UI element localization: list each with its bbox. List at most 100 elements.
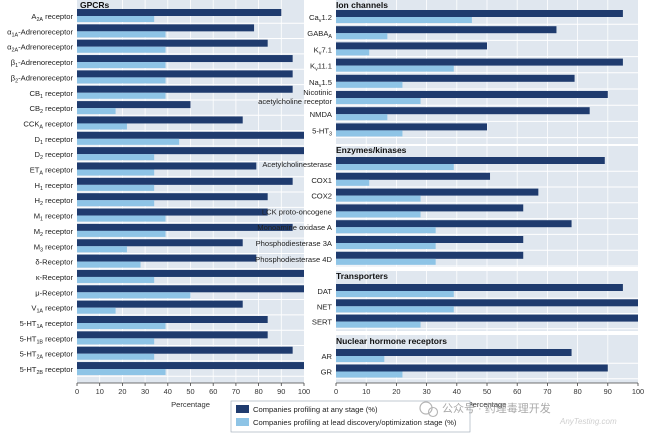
category-label: DAT bbox=[317, 287, 332, 296]
legend-frame bbox=[230, 400, 471, 433]
x-tick-label: 10 bbox=[96, 387, 104, 396]
category-label: Kv11.1 bbox=[310, 62, 332, 73]
category-label: H2 receptor bbox=[35, 196, 74, 207]
bar-lead-stage bbox=[77, 338, 155, 345]
x-tick-label: 60 bbox=[209, 387, 217, 396]
bar-any-stage bbox=[336, 123, 487, 131]
category-label: Acetylcholinesterase bbox=[262, 160, 332, 169]
bar-lead-stage bbox=[336, 371, 403, 378]
bar-any-stage bbox=[336, 172, 491, 180]
category-label: 5-HT1A receptor bbox=[20, 319, 74, 330]
category-label: COX2 bbox=[311, 192, 332, 201]
bar-lead-stage bbox=[77, 246, 127, 253]
legend-label-lead: Companies profiling at lead discovery/op… bbox=[253, 418, 457, 427]
bar-lead-stage bbox=[336, 179, 370, 186]
bar-any-stage bbox=[77, 177, 293, 185]
bar-any-stage bbox=[77, 223, 293, 231]
x-tick-label: 40 bbox=[453, 387, 461, 396]
category-label: CB2 receptor bbox=[29, 104, 73, 115]
category-label: GR bbox=[321, 368, 333, 377]
bar-any-stage bbox=[336, 157, 605, 164]
bar-any-stage bbox=[77, 9, 282, 16]
panel-title: Transporters bbox=[336, 271, 388, 281]
x-tick-label: 80 bbox=[573, 387, 581, 396]
bar-lead-stage bbox=[77, 353, 155, 360]
category-label: H1 receptor bbox=[35, 181, 74, 192]
bar-lead-stage bbox=[336, 321, 421, 328]
category-label: COX1 bbox=[311, 176, 332, 185]
category-label: CCKA receptor bbox=[23, 119, 73, 130]
bar-any-stage bbox=[336, 299, 638, 307]
bar-lead-stage bbox=[336, 306, 454, 313]
bar-any-stage bbox=[336, 236, 524, 243]
bar-lead-stage bbox=[336, 98, 421, 104]
bar-any-stage bbox=[336, 42, 487, 50]
category-label: V1A receptor bbox=[31, 304, 73, 315]
bar-any-stage bbox=[336, 349, 572, 356]
bar-lead-stage bbox=[336, 49, 370, 56]
category-label: δ-Receptor bbox=[35, 258, 73, 267]
category-label: Phosphodiesterase 4D bbox=[255, 255, 332, 264]
category-label: μ-Receptor bbox=[35, 288, 73, 297]
category-label: α2A-Adrenoreceptor bbox=[7, 43, 73, 54]
x-tick-label: 90 bbox=[277, 387, 285, 396]
bar-lead-stage bbox=[336, 227, 436, 234]
bar-lead-stage bbox=[336, 65, 454, 72]
category-label: M1 receptor bbox=[34, 212, 74, 223]
category-label: CB1 receptor bbox=[29, 89, 73, 100]
bar-any-stage bbox=[336, 107, 590, 115]
bar-any-stage bbox=[336, 364, 608, 372]
bar-any-stage bbox=[336, 251, 524, 259]
legend-swatch-any bbox=[236, 405, 249, 413]
bar-any-stage bbox=[77, 208, 268, 216]
x-tick-label: 10 bbox=[362, 387, 370, 396]
bar-any-stage bbox=[77, 269, 304, 277]
bar-any-stage bbox=[336, 26, 557, 34]
bar-lead-stage bbox=[77, 369, 166, 376]
bar-any-stage bbox=[77, 331, 268, 339]
bar-lead-stage bbox=[336, 195, 421, 202]
category-label: LCK proto-oncogene bbox=[262, 207, 332, 216]
bar-any-stage bbox=[77, 131, 304, 139]
category-label: SERT bbox=[312, 318, 332, 327]
category-label: A2A receptor bbox=[31, 12, 73, 23]
bar-lead-stage bbox=[77, 92, 166, 99]
bar-any-stage bbox=[336, 314, 638, 322]
bar-any-stage bbox=[336, 284, 623, 291]
bar-any-stage bbox=[336, 74, 575, 82]
bar-lead-stage bbox=[77, 307, 116, 314]
panel-enz: Enzymes/kinases Acetylcholinesterase COX1 C… bbox=[255, 145, 638, 267]
x-tick-label: 50 bbox=[483, 387, 491, 396]
bar-any-stage bbox=[77, 362, 304, 370]
x-axis-label: Percentage bbox=[468, 400, 507, 409]
category-label: Nicotinic acetylcholine receptor bbox=[258, 88, 332, 106]
bar-any-stage bbox=[77, 85, 293, 93]
bar-any-stage bbox=[77, 316, 268, 323]
bar-lead-stage bbox=[336, 33, 388, 40]
legend-swatch-lead bbox=[236, 418, 249, 426]
category-label: Phosphodiesterase 3A bbox=[256, 239, 333, 248]
bar-lead-stage bbox=[77, 77, 166, 84]
legend-label-any: Companies profiling at any stage (%) bbox=[253, 405, 378, 414]
category-label: Cav1.2 bbox=[309, 13, 332, 24]
panel-gpcrs: GPCRs A2A receptor α1A-Adrenoreceptor α2A-A… bbox=[7, 0, 310, 409]
bar-lead-stage bbox=[77, 215, 166, 222]
panel-title: Enzymes/kinases bbox=[336, 145, 407, 155]
category-label: D2 receptor bbox=[35, 150, 74, 161]
bar-any-stage bbox=[336, 220, 572, 228]
bar-lead-stage bbox=[77, 184, 155, 191]
bar-lead-stage bbox=[336, 164, 454, 170]
category-label: NET bbox=[317, 302, 333, 311]
bar-lead-stage bbox=[77, 138, 180, 145]
bar-lead-stage bbox=[77, 169, 155, 176]
bar-any-stage bbox=[77, 239, 243, 247]
bar-any-stage bbox=[77, 147, 304, 155]
wechat-icon-bubble bbox=[427, 406, 439, 418]
x-tick-label: 100 bbox=[632, 387, 644, 396]
bar-lead-stage bbox=[77, 292, 191, 299]
bar-lead-stage bbox=[77, 261, 141, 268]
bar-lead-stage bbox=[336, 130, 403, 137]
panel-trans: Transporters DAT NET SERT bbox=[312, 271, 638, 331]
bar-lead-stage bbox=[336, 291, 454, 297]
